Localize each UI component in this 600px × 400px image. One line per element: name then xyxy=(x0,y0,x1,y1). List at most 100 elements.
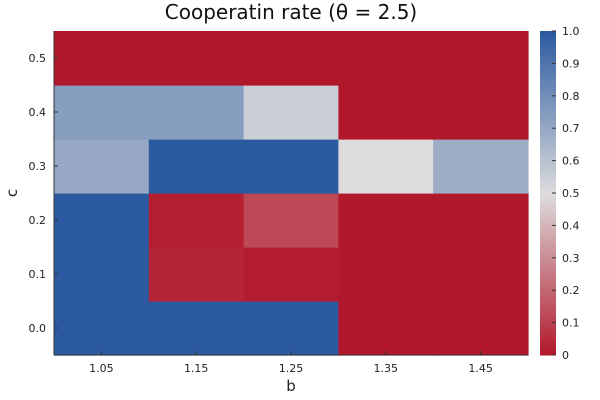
colorbar-segment xyxy=(540,346,556,351)
colorbar-segment xyxy=(540,49,556,54)
y-tick-label: 0.5 xyxy=(29,52,47,65)
heatmap-cell xyxy=(338,193,434,248)
y-axis-label: c xyxy=(3,189,21,197)
colorbar-segment xyxy=(540,268,556,272)
colorbar-segment xyxy=(540,206,556,210)
heatmap-cell xyxy=(54,85,150,140)
y-tick-label: 0.1 xyxy=(29,268,47,281)
colorbar-segment xyxy=(540,160,556,164)
heatmap-cell xyxy=(433,247,529,302)
colorbar-tick-label: 0.6 xyxy=(562,155,580,168)
colorbar-segment xyxy=(540,247,556,251)
colorbar-segment xyxy=(540,328,556,332)
colorbar-segment xyxy=(540,244,556,248)
colorbar-segment xyxy=(540,171,556,175)
y-tick-label: 0.4 xyxy=(29,106,47,119)
colorbar-segment xyxy=(540,76,556,81)
colorbar-segment xyxy=(540,133,556,137)
colorbar-segment xyxy=(540,309,556,313)
heatmap-cell xyxy=(54,247,150,302)
heatmap-cell xyxy=(433,139,529,194)
colorbar-segment xyxy=(540,214,556,218)
colorbar-segment xyxy=(540,274,556,278)
colorbar-segment xyxy=(540,284,556,288)
colorbar-segment xyxy=(540,317,556,321)
colorbar-segment xyxy=(540,85,556,89)
colorbar-segment xyxy=(540,230,556,234)
colorbar-segment xyxy=(540,228,556,232)
colorbar-segment xyxy=(540,136,556,140)
colorbar-segment xyxy=(540,144,556,148)
colorbar-segment xyxy=(540,190,556,194)
heatmap-cells xyxy=(54,31,529,356)
colorbar-segment xyxy=(540,303,556,307)
y-axis-ticks: 0.0 0.1 0.2 0.3 0.4 0.5 xyxy=(29,52,58,335)
heatmap-cell xyxy=(433,85,529,140)
colorbar-segment xyxy=(540,217,556,221)
colorbar-segment xyxy=(540,287,556,291)
colorbar-segment xyxy=(540,260,556,264)
colorbar-segment xyxy=(540,55,556,59)
colorbar-segment xyxy=(540,271,556,275)
colorbar-segment xyxy=(540,349,556,353)
colorbar-segment xyxy=(540,325,556,329)
heatmap-cell xyxy=(148,85,245,140)
colorbar-segment xyxy=(540,176,556,180)
colorbar-segment xyxy=(540,338,556,342)
colorbar-segment xyxy=(540,149,556,153)
x-tick-label: 1.15 xyxy=(184,362,209,375)
colorbar-segment xyxy=(540,195,556,199)
colorbar-segment xyxy=(540,152,556,156)
colorbar-segment xyxy=(540,279,556,283)
colorbar-segment xyxy=(540,66,556,70)
colorbar-segment xyxy=(540,68,556,72)
heatmap-cell xyxy=(243,193,339,248)
x-tick-label: 1.45 xyxy=(468,362,493,375)
colorbar-segment xyxy=(540,236,556,240)
heatmap-cell xyxy=(338,301,434,356)
x-tick-label: 1.25 xyxy=(279,362,304,375)
colorbar-segment xyxy=(540,198,556,202)
colorbar-segment xyxy=(540,290,556,294)
colorbar-segment xyxy=(540,179,556,183)
colorbar-segment xyxy=(540,101,556,105)
colorbar-segment xyxy=(540,295,556,299)
colorbar-segment xyxy=(540,298,556,302)
colorbar-segment xyxy=(540,47,556,51)
colorbar-tick-label: 0.4 xyxy=(562,219,580,232)
heatmap-cell xyxy=(243,139,339,194)
colorbar-segment xyxy=(540,249,556,253)
heatmap-cell xyxy=(148,31,245,86)
chart-title: Cooperatin rate (θ = 2.5) xyxy=(165,0,417,24)
colorbar-tick-label: 0.7 xyxy=(562,122,580,135)
heatmap-cell xyxy=(243,247,339,302)
colorbar-segment xyxy=(540,109,556,113)
colorbar-tick-label: 0.1 xyxy=(562,317,580,330)
colorbar-segment xyxy=(540,74,556,78)
colorbar-segment xyxy=(540,203,556,207)
colorbar-segment xyxy=(540,125,556,129)
colorbar-segment xyxy=(540,352,556,356)
colorbar-segment xyxy=(540,241,556,245)
colorbar-segment xyxy=(540,130,556,135)
colorbar-segment xyxy=(540,112,556,116)
colorbar-segment xyxy=(540,147,556,151)
colorbar-segment xyxy=(540,193,556,197)
heatmap-cell xyxy=(148,193,245,248)
colorbar-segment xyxy=(540,79,556,83)
colorbar-segment xyxy=(540,58,556,62)
colorbar-tick-label: 0 xyxy=(562,349,569,362)
colorbar-segment xyxy=(540,263,556,267)
colorbar-segment xyxy=(540,82,556,86)
colorbar-segment xyxy=(540,120,556,124)
colorbar-segment xyxy=(540,168,556,172)
colorbar-segment xyxy=(540,211,556,216)
heatmap-cell xyxy=(54,139,150,194)
colorbar-segment xyxy=(540,95,556,99)
colorbar-segment xyxy=(540,93,556,97)
colorbar-segment xyxy=(540,306,556,310)
colorbar-segment xyxy=(540,31,556,35)
x-tick-label: 1.35 xyxy=(374,362,399,375)
colorbar-segment xyxy=(540,90,556,94)
